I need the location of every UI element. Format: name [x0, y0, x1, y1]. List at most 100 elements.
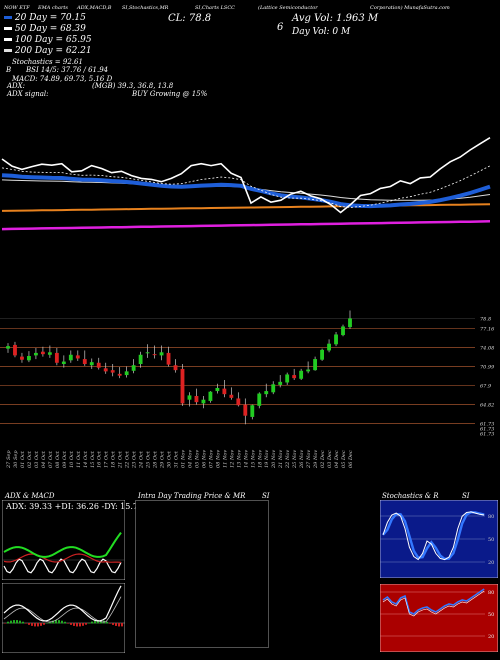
candle-body [103, 368, 108, 372]
macd-hist-bar [115, 623, 117, 626]
stoch-level-label: 80 [488, 514, 494, 520]
candle-body [201, 399, 206, 404]
candle-body [68, 354, 73, 361]
macd-hist-bar [121, 623, 123, 627]
candle-body [96, 362, 101, 368]
bsi-value: BSI 14/5: 37.76 / 61.94 [26, 66, 109, 74]
ema-100-label: 100 Day = 65.95 [14, 35, 92, 45]
candle-body [180, 368, 185, 404]
macd-hist-bar [40, 623, 42, 626]
ema-50-label: 50 Day = 68.39 [14, 24, 86, 34]
candle-body [131, 365, 136, 371]
candle-body [124, 371, 129, 376]
ema-200-legend: 200 Day = 62.21 [4, 46, 92, 56]
price-level-label: 61.73 [480, 427, 494, 433]
ema-50-swatch [4, 27, 12, 30]
macd-hist-bar [94, 620, 96, 624]
macd-hist-bar [91, 621, 93, 624]
rsi-frame [380, 584, 498, 652]
adx-macd-title: ADX & MACD [5, 492, 55, 500]
candle-body [292, 375, 297, 379]
macd-hist-bar [34, 623, 36, 627]
macd-hist-bar [43, 623, 45, 625]
ema-200-swatch [4, 49, 12, 52]
date-tick-label: 11 Nov [222, 450, 228, 468]
date-tick-label: 07 Nov [208, 450, 214, 468]
candle-body [222, 388, 227, 395]
macd-hist-bar [61, 620, 63, 624]
candle-body [138, 354, 143, 364]
day-volume: Day Vol: 0 M [292, 27, 351, 37]
candle-body [194, 396, 199, 403]
macd-hist-bar [82, 623, 84, 626]
date-tick-label: 01 Nov [180, 450, 186, 468]
date-tick-label: 29 Oct [160, 450, 166, 468]
rsi-line [382, 588, 485, 615]
date-tick-label: 24 Oct [139, 450, 145, 468]
date-tick-label: 18 Nov [257, 450, 263, 468]
ema-200-line [1, 220, 491, 231]
ema-20-line [1, 173, 491, 209]
date-tick-label: 02 Dec [320, 450, 326, 468]
rsi-level-label: 80 [488, 590, 494, 596]
macd-hist-bar [112, 623, 114, 625]
date-tick-label: 15 Oct [90, 450, 96, 468]
date-tick-label: 06 Nov [201, 450, 207, 468]
candle-body [40, 351, 45, 355]
macd-hist-bar [46, 622, 48, 624]
candle-body [264, 391, 269, 395]
date-tick-label: 30 Oct [167, 450, 173, 468]
price-level-label: 67.9 [480, 384, 492, 390]
adx-readout: ADX: 39.33 +DI: 36.26 -DY: 15.79 [6, 502, 144, 511]
macd-hist-bar [19, 620, 21, 624]
macd-line [3, 585, 122, 622]
date-tick-label: 26 Nov [299, 450, 305, 468]
price-level-label: 64.82 [480, 402, 494, 408]
macd-hist-bar [10, 620, 12, 624]
ema-50-legend: 50 Day = 68.39 [4, 24, 86, 34]
date-tick-label: 09 Oct [62, 450, 68, 468]
mrsi-line [382, 590, 485, 617]
macd-hist-bar [70, 623, 72, 625]
date-tick-label: 21 Oct [118, 450, 124, 468]
close-change: 6 [277, 22, 284, 33]
date-tick-label: 05 Nov [194, 450, 200, 468]
avg-volume: Avg Vol: 1.963 M [292, 13, 379, 24]
macd-hist-bar [31, 623, 33, 626]
date-tick-label: 14 Oct [83, 450, 89, 468]
date-tick-label: 28 Oct [153, 450, 159, 468]
macd-hist-bar [79, 623, 81, 627]
candle-body [54, 352, 59, 363]
stochastics-panel: 80 50 20 [380, 500, 498, 578]
macd-hist-bar [25, 623, 27, 624]
candle-body [278, 381, 283, 385]
candle-body [208, 391, 213, 401]
candle-body [20, 356, 24, 360]
date-tick-label: 08 Oct [55, 450, 61, 468]
macd-hist-bar [88, 622, 90, 624]
header-title-part: Corporation) MunafaSutra.com [370, 5, 450, 11]
date-tick-label: 13 Nov [236, 450, 242, 468]
stoch-level-label: 50 [488, 537, 494, 543]
ema-200-label: 200 Day = 62.21 [14, 46, 92, 56]
macd-hist-bar [49, 621, 51, 624]
ema-20-label: 20 Day = 70.15 [14, 13, 86, 23]
candle-body [334, 334, 338, 345]
macd-hist-bar [118, 623, 120, 627]
candle-body [117, 373, 122, 376]
rsi-level-label: 20 [488, 634, 494, 640]
header-title-part: NOW ETF [4, 5, 30, 11]
stoch-d-line [382, 510, 485, 561]
date-tick-label: 07 Oct [48, 450, 54, 468]
rsi-level-label: 50 [488, 612, 494, 618]
candle-body [215, 388, 220, 392]
date-tick-label: 19 Nov [264, 450, 270, 468]
price-level-label: 61.73 [480, 422, 494, 428]
ema-100-swatch [4, 38, 12, 41]
date-tick-label: 08 Nov [215, 450, 221, 468]
candle-body [229, 394, 234, 398]
header-title-part: ADX,MACD,B [77, 5, 112, 11]
candle-body [306, 369, 311, 372]
macd-hist-bar [67, 623, 69, 624]
candle-body [27, 356, 31, 361]
